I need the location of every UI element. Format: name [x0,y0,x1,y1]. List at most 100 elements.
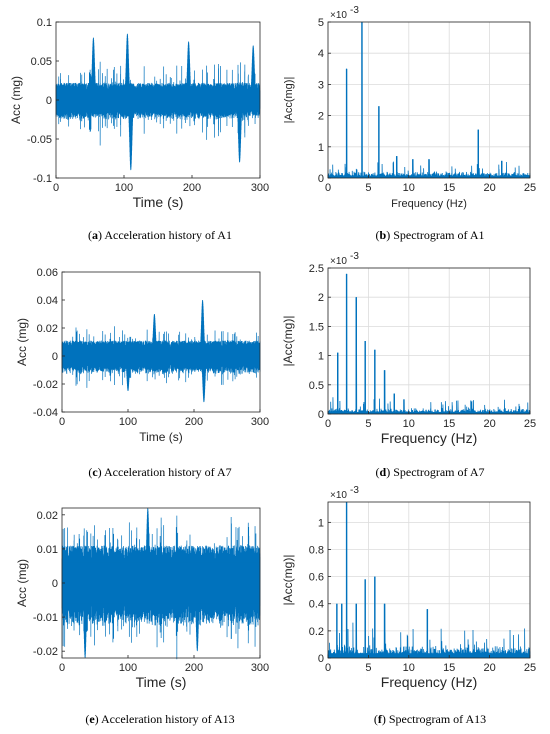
x-tick-label: 200 [185,416,203,428]
x-tick-label: 10 [403,662,415,674]
y-tick-label: 1 [318,351,324,363]
noise-floor-band [328,411,530,414]
x-tick-label: 5 [365,418,371,430]
x-tick-label: 20 [483,418,495,430]
x-tick-label: 25 [524,662,536,674]
chart-d: 0 5 10 15 20 25 0 0.5 1 1.5 2 2.5 Frequency (Hz) |Acc… [281,251,536,446]
x-tick-label: 200 [183,182,201,194]
y-tick-label: -0.04 [33,407,58,419]
chart-f: 0 5 10 15 20 25 0 0.2 0.4 0.6 0.8 1 Frequency (Hz) |A… [281,485,536,690]
y-tick-label: -0.1 [33,173,52,185]
plot-area [328,502,530,658]
y-tick-label: 0.05 [31,56,52,68]
caption-f: (f) Spectrogram of A13 [373,712,487,726]
y-exponent-power: -3 [350,485,359,496]
y-axis-label: Acc (mg) [9,76,23,124]
y-axis-label: Acc (mg) [15,559,29,607]
x-tick-label: 100 [115,182,133,194]
y-tick-label: 0.02 [37,323,58,335]
y-tick-label: 0.06 [37,267,58,279]
x-tick-label: 25 [524,418,536,430]
caption-e: (e) Acceleration history of A13 [85,712,235,726]
y-exponent-power: -3 [350,251,359,262]
chart-a: 0 100 200 300 -0.1 -0.05 0 0.05 0.1 Time (s) Acc (… [9,17,269,210]
x-tick-label: 25 [524,182,536,194]
x-axis-label: Frequency (Hz) [381,674,477,690]
y-tick-label: 0 [318,173,324,185]
caption-a: (a) Acceleration history of A1 [88,228,232,242]
y-axis-label: Acc (mg) [15,318,29,366]
x-tick-label: 15 [443,662,455,674]
x-tick-label: 0 [59,416,65,428]
x-tick-label: 0 [325,182,331,194]
y-axis-label: |Acc(mg)| [281,316,295,367]
x-axis-label: Frequency (Hz) [381,430,477,446]
y-exponent-label: ×10 [330,256,347,267]
plot-area [328,268,530,414]
y-tick-label: 1.5 [309,321,324,333]
y-tick-label: 3 [318,79,324,91]
y-exponent-power: -3 [350,5,359,16]
x-axis-label: Frequency (Hz) [391,198,467,210]
x-axis-label: Time (s) [133,194,184,210]
x-tick-label: 5 [365,662,371,674]
chart-e: 0 100 200 300 -0.02 -0.01 0 0.01 0.02 Time (s) Acc… [15,507,269,690]
x-tick-label: 0 [325,662,331,674]
axes-frame [327,501,531,659]
x-tick-label: 20 [483,662,495,674]
x-tick-label: 20 [483,182,495,194]
chart-b: 0 5 10 15 20 25 0 1 2 3 4 5 Frequency (Hz) |Acc(mg)| ×… [283,5,536,210]
signal-core-band [56,90,260,110]
signal-core-band [62,347,260,365]
x-tick-label: 100 [119,662,137,674]
y-tick-label: 0 [46,95,52,107]
x-tick-label: 5 [365,182,371,194]
x-tick-label: 300 [251,182,269,194]
y-tick-label: 4 [318,48,324,60]
noise-floor-band [328,653,530,658]
y-tick-label: 5 [318,17,324,29]
y-tick-label: 0 [52,351,58,363]
y-tick-label: 0.02 [37,510,58,522]
caption-d: (d) Spectrogram of A7 [375,465,485,479]
x-tick-label: 15 [443,418,455,430]
x-tick-label: 10 [403,182,415,194]
caption-b: (b) Spectrogram of A1 [375,228,485,242]
y-tick-label: 0 [318,409,324,421]
y-exponent-label: ×10 [330,10,347,21]
axes-frame [61,271,261,413]
x-axis-label: Time (s) [139,430,183,444]
y-axis-label: |Acc(mg)| [283,77,295,124]
x-tick-label: 300 [251,416,269,428]
x-tick-label: 10 [403,418,415,430]
y-tick-label: -0.02 [33,646,58,658]
y-tick-label: 0.6 [309,572,324,584]
y-tick-label: 0.8 [309,544,324,556]
y-tick-label: 0.01 [37,544,58,556]
y-tick-label: 2 [318,111,324,123]
y-axis-label: |Acc(mg)| [281,555,295,606]
y-tick-label: 0 [318,653,324,665]
x-axis-label: Time (s) [136,674,187,690]
chart-c: 0 100 200 300 -0.04 -0.02 0 0.02 0.04 0.06 Time (s… [15,267,269,444]
y-tick-label: 0.04 [37,295,58,307]
y-tick-label: 2.5 [309,263,324,275]
x-tick-label: 0 [53,182,59,194]
plot-area [328,22,530,178]
y-tick-label: 0 [52,578,58,590]
y-exponent-label: ×10 [330,490,347,501]
y-tick-label: -0.05 [27,134,52,146]
x-tick-label: 300 [251,662,269,674]
axes-frame [327,267,531,415]
x-tick-label: 0 [325,418,331,430]
y-tick-label: -0.02 [33,379,58,391]
noise-floor-band [328,175,530,178]
y-tick-label: 0.2 [309,626,324,638]
x-tick-label: 100 [119,416,137,428]
signal-core-band [62,562,260,604]
x-tick-label: 0 [59,662,65,674]
y-tick-label: 1 [318,142,324,154]
y-tick-label: 2 [318,292,324,304]
y-tick-label: 0.1 [37,17,52,29]
